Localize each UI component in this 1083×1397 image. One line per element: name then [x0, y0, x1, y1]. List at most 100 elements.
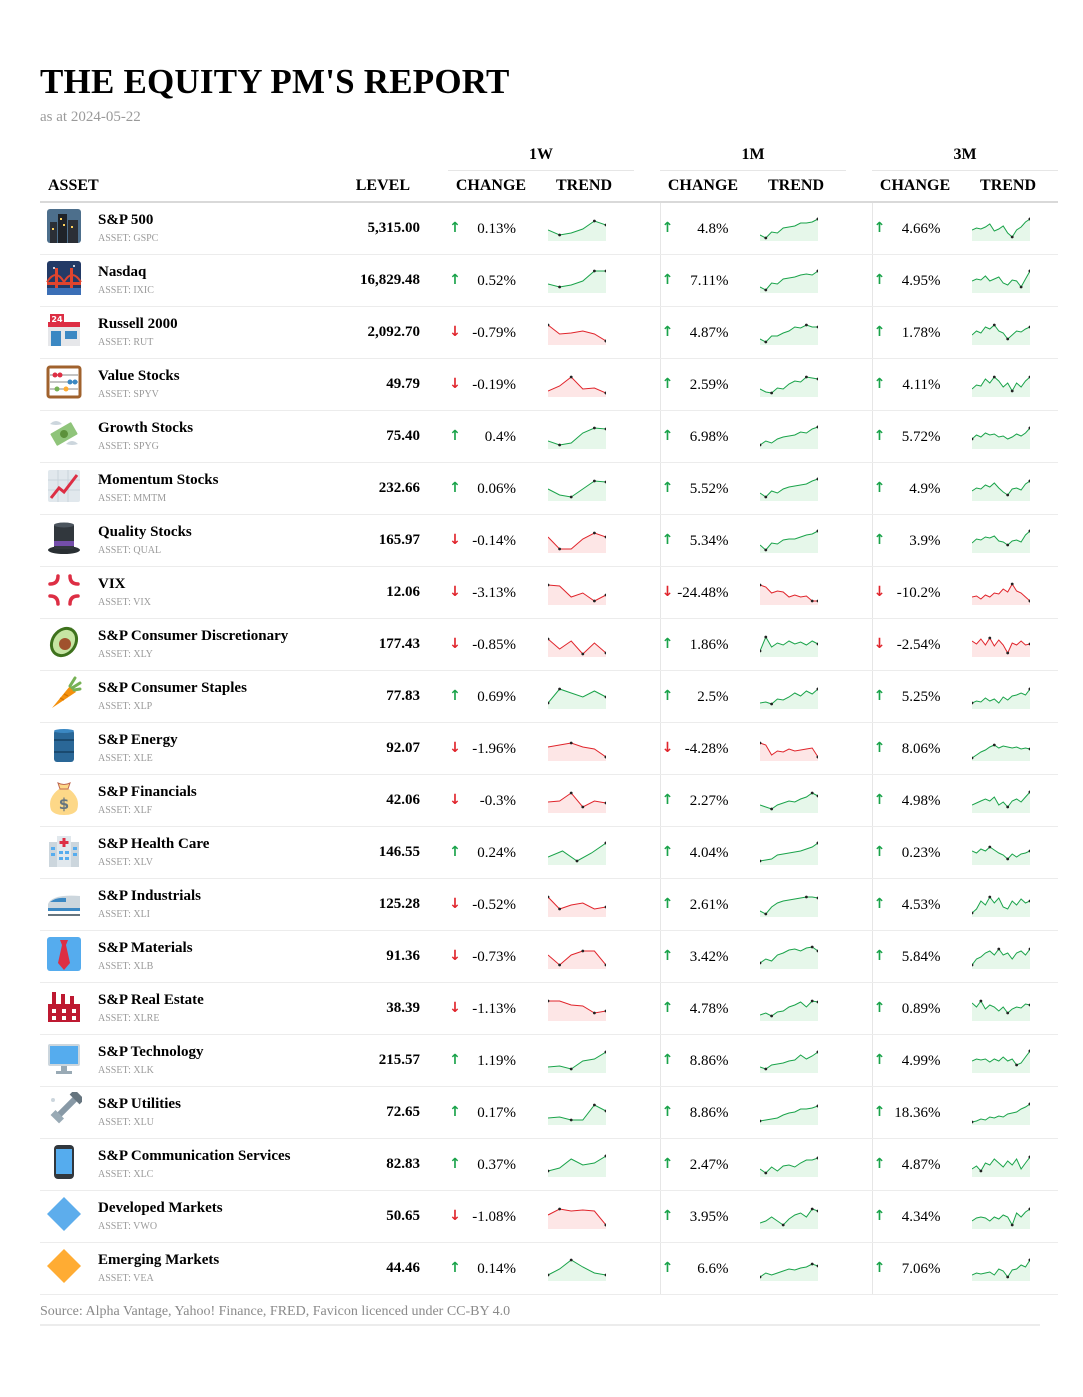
sparkline — [548, 949, 606, 969]
change-value: -2.54% — [896, 636, 941, 653]
sparkline-line — [972, 375, 1031, 392]
sparkline-line — [972, 636, 1031, 654]
change-value: 4.11% — [902, 376, 941, 393]
sparkline-line — [548, 1051, 606, 1070]
asset-name: VIX — [98, 576, 126, 592]
sparkline-point — [1006, 651, 1010, 654]
sparkline-point — [1028, 1207, 1031, 1210]
sparkline-point — [604, 963, 606, 966]
trend-1m — [746, 1086, 847, 1139]
column-header-level: LEVEL — [340, 170, 422, 203]
sparkline — [760, 217, 818, 241]
change-1m: ↓ -4.28% — [660, 722, 746, 775]
bridge-at-night-icon — [46, 261, 82, 295]
arrow-up-icon: ↑ — [873, 687, 886, 704]
sparkline-line — [760, 270, 818, 291]
asset-ticker: ASSET: XLE — [98, 753, 153, 764]
table-row: S&P Communication Services ASSET: XLC 82… — [40, 1138, 1059, 1191]
sparkline-point — [810, 1207, 814, 1210]
sparkline — [972, 636, 1031, 657]
arrow-up-icon: ↑ — [661, 1051, 674, 1068]
sparkline — [972, 426, 1031, 449]
sparkline-line — [760, 742, 818, 757]
trend-3m — [958, 982, 1059, 1035]
arrow-down-icon: ↓ — [449, 323, 461, 340]
sparkline-area — [760, 1000, 818, 1021]
sparkline-point — [760, 649, 762, 652]
sparkline-point — [816, 841, 818, 844]
sparkline-line — [760, 478, 818, 498]
sparkline-line — [972, 323, 1031, 340]
sparkline-point — [604, 223, 606, 226]
sparkline — [760, 269, 818, 293]
table-row: S&P Utilities ASSET: XLU 72.65 ↑ 0.17% ↑ 8… — [40, 1086, 1059, 1139]
change-1w: ↓ -0.52% — [448, 878, 534, 931]
change-1m: ↑ 7.11% — [660, 254, 746, 307]
sparkline-point — [1028, 687, 1031, 690]
asset-name: S&P Financials — [98, 784, 197, 800]
asset-ticker: ASSET: SPYV — [98, 389, 159, 400]
sparkline-area — [760, 1105, 818, 1125]
sparkline-point — [816, 642, 818, 645]
change-value: 4.66% — [901, 220, 941, 237]
sparkline-point — [1028, 1049, 1031, 1052]
sparkline-point — [548, 637, 550, 640]
change-3m: ↑ 5.84% — [872, 930, 959, 983]
sparkline-point — [781, 1223, 785, 1226]
sparkline-area — [972, 896, 1031, 917]
mobile-phone-icon — [54, 1145, 74, 1179]
change-1m: ↑ 8.86% — [660, 1086, 746, 1139]
sparkline-point — [569, 1118, 573, 1121]
sparkline-line — [972, 999, 1031, 1014]
necktie-icon — [47, 937, 81, 971]
change-3m: ↑ 7.06% — [872, 1242, 959, 1295]
sparkline-point — [770, 807, 773, 810]
bullet-train-icon — [48, 895, 80, 916]
trend-3m — [958, 670, 1059, 723]
sparkline-point — [992, 323, 996, 326]
svg-text:$: $ — [59, 795, 69, 813]
sparkline-area — [760, 1263, 818, 1281]
sparkline-point — [1028, 479, 1031, 482]
sparkline-point — [558, 687, 561, 690]
asset-ticker: ASSET: XLU — [98, 1117, 154, 1128]
arrow-up-icon: ↑ — [661, 999, 674, 1016]
asset-name: S&P Health Care — [98, 836, 210, 852]
asset-level: 5,315.00 — [340, 202, 422, 255]
trend-1w — [534, 618, 634, 671]
sparkline-point — [760, 961, 762, 964]
asset-name: Momentum Stocks — [98, 472, 219, 488]
sparkline-point — [810, 791, 814, 794]
sparkline-area — [548, 742, 606, 761]
change-value: 2.59% — [689, 376, 729, 393]
sparkline-point — [764, 236, 768, 239]
table-row: S&P Energy ASSET: XLE 92.07 ↓ -1.96% ↓ -4.… — [40, 722, 1059, 775]
sparkline-point — [810, 1262, 814, 1265]
trend-1w — [534, 1242, 634, 1295]
trend-1m — [746, 1190, 847, 1243]
change-1w: ↑ 1.19% — [448, 1034, 534, 1087]
sparkline-area — [972, 637, 1031, 657]
change-3m: ↑ 4.66% — [872, 202, 959, 255]
column-header-trend-1m: TREND — [746, 170, 847, 203]
change-value: 7.11% — [690, 272, 729, 289]
sparkline-point — [558, 547, 561, 550]
change-value: 8.86% — [689, 1104, 729, 1121]
asset-level: 232.66 — [340, 462, 422, 515]
sparkline-point — [816, 755, 818, 758]
arrow-down-icon: ↓ — [449, 1207, 461, 1224]
sparkline-line — [972, 582, 1031, 601]
trend-3m — [958, 254, 1059, 307]
change-1m: ↑ 2.47% — [660, 1138, 746, 1191]
change-value: -0.52% — [472, 896, 516, 913]
sparkline-area — [548, 1051, 606, 1073]
sparkline-area — [548, 1208, 606, 1229]
sparkline-point — [764, 288, 768, 291]
sparkline-point — [979, 999, 983, 1002]
change-1m: ↑ 4.87% — [660, 306, 746, 359]
anger-symbol-icon — [48, 574, 80, 606]
change-1m: ↑ 2.5% — [660, 670, 746, 723]
change-1m: ↑ 2.27% — [660, 774, 746, 827]
sparkline-point — [558, 1207, 561, 1210]
asset-icon-cell — [40, 722, 90, 775]
